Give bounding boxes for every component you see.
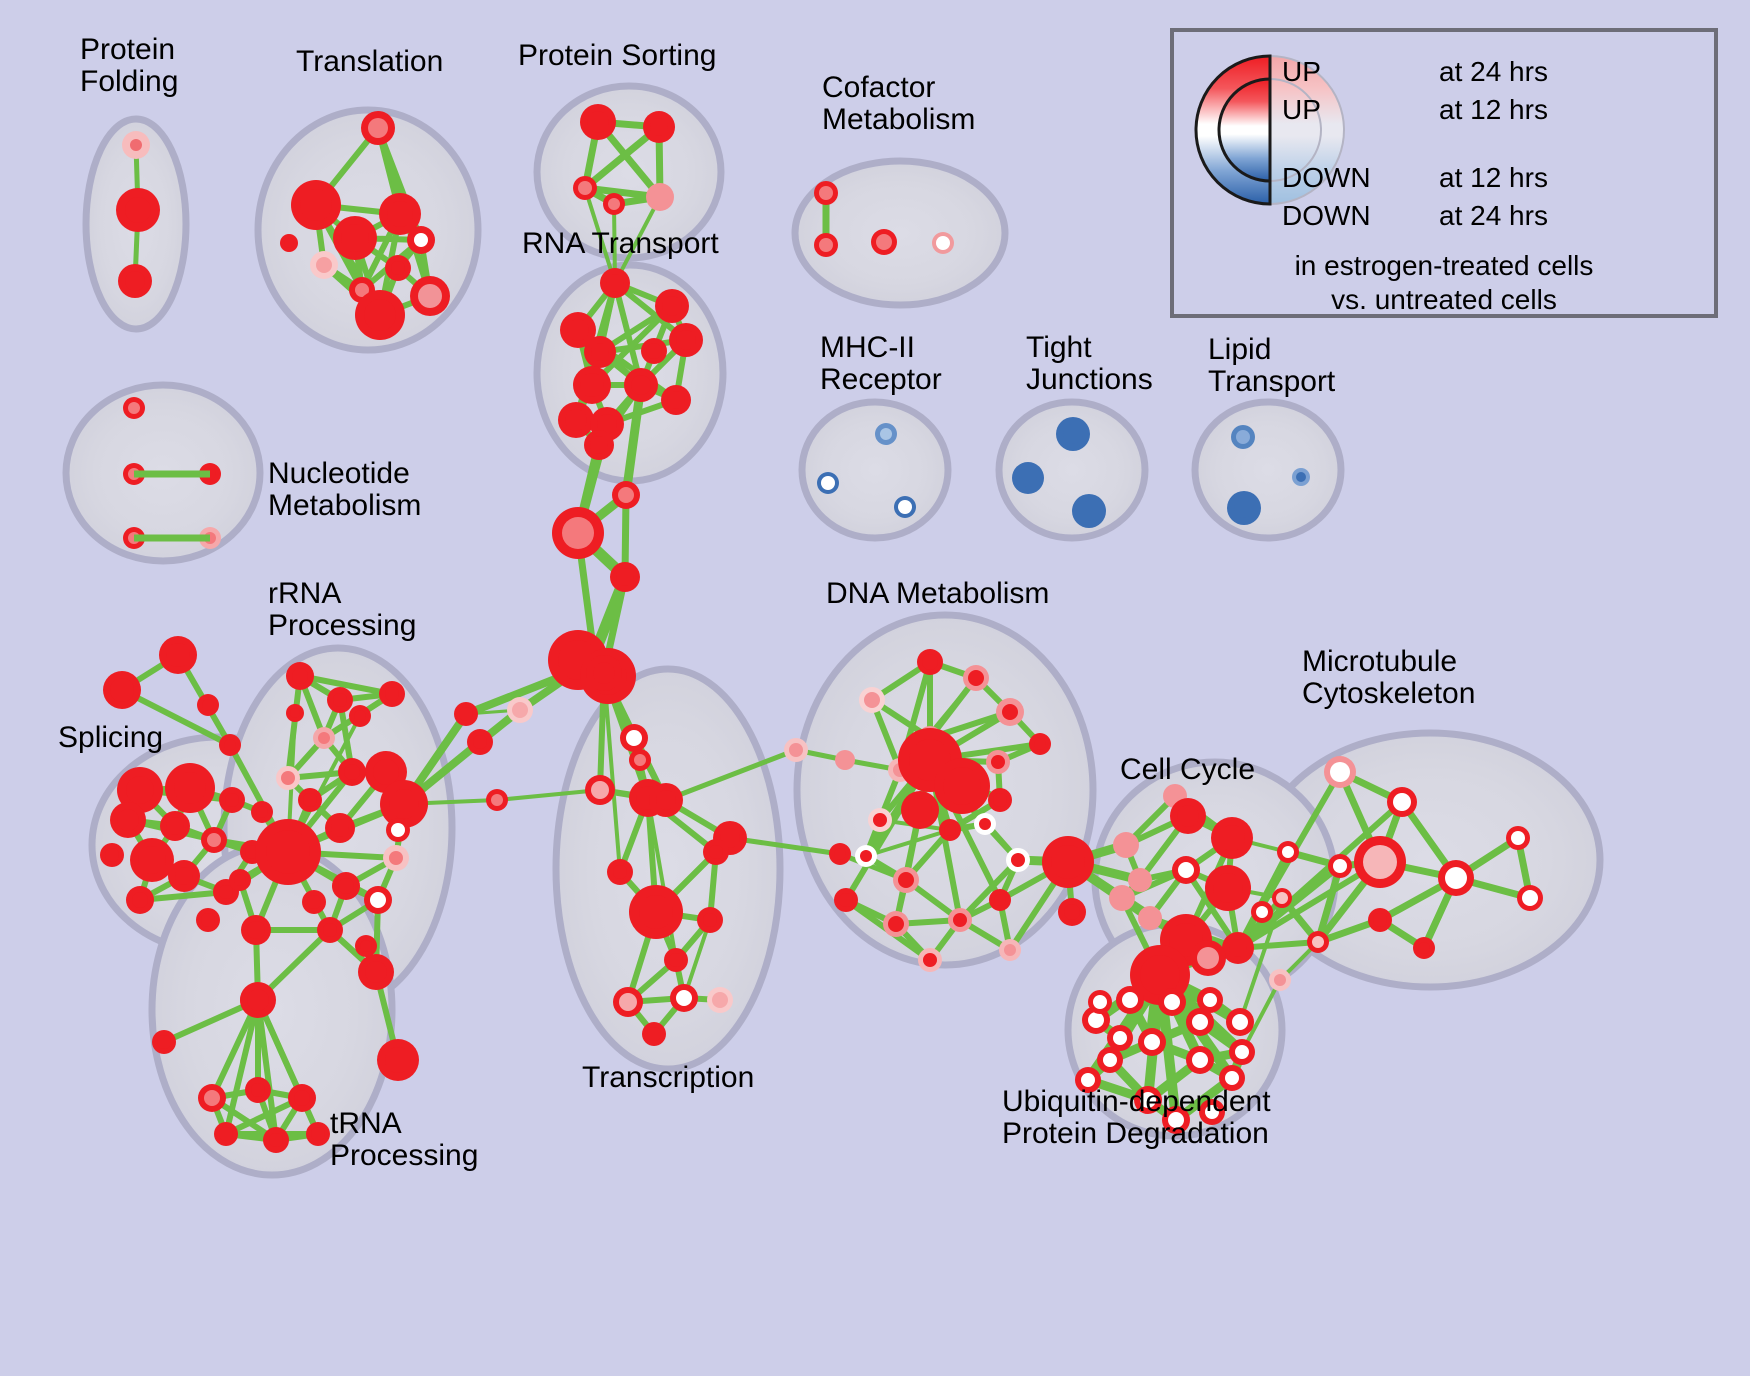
hull-lipid-transport (1191, 398, 1345, 542)
legend-time-1: at 12 hrs (1439, 94, 1548, 125)
cluster-label-dna-metabolism: DNA Metabolism (826, 577, 1050, 610)
cluster-label-splicing: Splicing (58, 721, 164, 754)
cluster-label-rna-transport: RNA Transport (522, 227, 719, 260)
cluster-label-lipid-transport: Lipid Transport (1208, 333, 1336, 398)
cluster-label-nucleotide: Nucleotide Metabolism (268, 457, 422, 522)
legend-state-0: UP (1282, 56, 1321, 87)
legend-node-diagram (1194, 54, 1345, 206)
hull-cofactor (791, 157, 1009, 309)
legend-time-3: at 24 hrs (1439, 200, 1548, 231)
legend-state-2: DOWN (1282, 162, 1371, 193)
cluster-label-cell-cycle: Cell Cycle (1120, 753, 1256, 786)
legend-time-2: at 12 hrs (1439, 162, 1548, 193)
legend-state-1: UP (1282, 94, 1321, 125)
cluster-label-rrna-processing: rRNA Processing (268, 577, 417, 642)
cluster-label-microtubule: Microtubule Cytoskeleton (1302, 645, 1476, 710)
legend-box: UP at 24 hrs UP at 12 hrs DOWN at 12 hrs… (1170, 28, 1718, 318)
hull-tight-junctions (995, 398, 1149, 542)
legend-state-3: DOWN (1282, 200, 1371, 231)
cluster-label-protein-folding: Protein Folding (80, 33, 179, 98)
hull-mhc-ii (798, 398, 952, 542)
cluster-label-tight-junctions: Tight Junctions (1026, 331, 1153, 396)
cluster-label-transcription: Transcription (582, 1061, 755, 1094)
cluster-label-trna-processing: tRNA Processing (330, 1107, 479, 1172)
legend-time-0: at 24 hrs (1439, 56, 1548, 87)
cluster-label-mhc-ii: MHC-II Receptor (820, 331, 942, 396)
cluster-label-protein-sorting: Protein Sorting (518, 39, 717, 72)
cluster-label-cofactor: Cofactor Metabolism (822, 71, 976, 136)
legend-caption-line1: in estrogen-treated cells (1294, 250, 1594, 281)
legend-caption-line2: vs. untreated cells (1331, 284, 1557, 315)
network-nodes (100, 104, 1543, 1153)
cluster-label-ubiquitin: Ubiquitin-dependent Protein Degradation (1002, 1085, 1271, 1150)
hull-transcription (552, 665, 784, 1073)
cluster-label-translation: Translation (296, 45, 444, 78)
nucleotide-edge (134, 470, 210, 542)
